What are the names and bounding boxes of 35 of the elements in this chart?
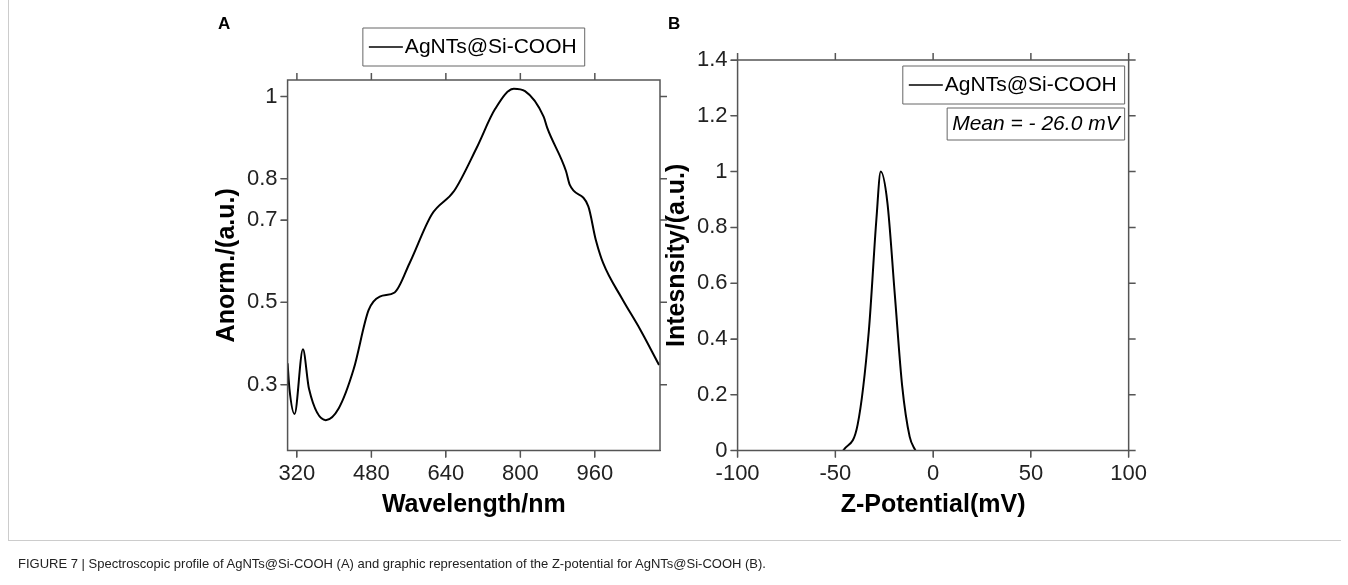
x-tick-label: 100 [1110,459,1148,485]
y-tick-label: 0.2 [696,380,728,406]
y-tick-label: 0.8 [246,164,278,190]
x-tick-label: 800 [501,459,539,485]
line-series [287,87,660,422]
x-tick-label: -50 [819,459,852,485]
y-tick-label: 0.5 [246,288,278,314]
y-tick-label: 0.3 [246,370,278,396]
legend-label: AgNTs@Si-COOH [404,33,577,57]
y-tick-label: 1 [265,82,278,108]
x-tick-label: 640 [427,459,465,485]
x-axis-title: Z-Potential(mV) [840,488,1026,517]
x-tick-label: 50 [1018,459,1044,485]
annotation: Mean = - 26.0 mV [952,110,1122,134]
y-tick-label: 0.4 [696,325,728,351]
x-tick-label: 320 [278,459,316,485]
y-tick-label: 0.6 [696,269,728,295]
y-tick-label: 0 [715,436,728,462]
y-tick-label: 1 [715,157,728,183]
y-tick-label: 1.2 [696,101,728,127]
x-tick-label: -100 [715,459,760,485]
y-tick-label: 1.4 [696,46,728,72]
y-axis-title: Intesnsity/(a.u.) [660,163,689,347]
x-axis-title: Wavelength/nm [381,488,566,517]
line-series [842,170,917,451]
y-tick-label: 0.8 [696,213,728,239]
chart-title: A [218,14,231,34]
caption: FIGURE 7 | Spectroscopic profile of AgNTs@Si-COOH (A) and graphic representation of the Z-potential for AgNTs@Si-COOH (B). [18,556,766,571]
y-tick-label: 0.7 [246,206,278,232]
x-tick-label: 960 [576,459,614,485]
legend-label: AgNTs@Si-COOH [944,71,1117,95]
chart-title: B [668,14,681,34]
y-axis-title: Anorm./(a.u.) [210,188,239,343]
x-tick-label: 0 [926,459,940,485]
x-tick-label: 480 [353,459,390,485]
